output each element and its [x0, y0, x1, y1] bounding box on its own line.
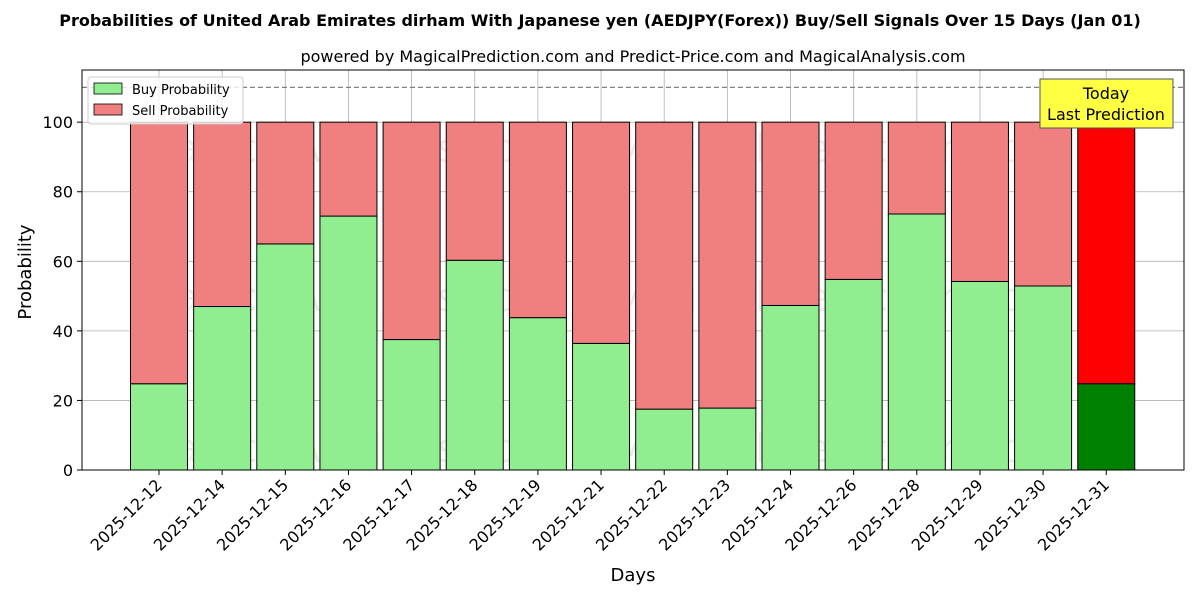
bar-sell-2025-12-12: [130, 121, 188, 385]
y-axis: 0 20 40 60 80 100: [42, 113, 82, 480]
y-tick-label: 100: [42, 113, 73, 132]
bar-buy-2025-12-19: [508, 317, 567, 471]
bar-sell-2025-12-22: [635, 121, 694, 410]
bar-buy-2025-12-18: [445, 259, 504, 471]
bars-layer: [130, 121, 1136, 471]
bar-buy-2025-12-14: [193, 306, 252, 471]
bar-buy-2025-12-21: [572, 342, 631, 471]
y-tick-label: 40: [53, 322, 73, 341]
legend-sell-label: Sell Probability: [132, 104, 229, 119]
bar-sell-2025-12-21: [572, 121, 631, 344]
chart-title: Probabilities of United Arab Emirates di…: [59, 11, 1141, 30]
bar-sell-2025-12-18: [445, 121, 504, 261]
bar-buy-2025-12-24: [761, 304, 820, 471]
bar-buy-2025-12-29: [950, 280, 1009, 471]
bar-sell-2025-12-30: [1014, 121, 1073, 287]
y-tick-label: 0: [63, 461, 73, 480]
y-tick-label: 80: [53, 183, 73, 202]
bar-sell-2025-12-19: [508, 121, 567, 319]
bar-sell-2025-12-14: [193, 121, 252, 308]
legend-box: [87, 76, 244, 125]
bar-buy-2025-12-26: [824, 278, 883, 471]
bar-sell-2025-12-29: [950, 121, 1009, 282]
x-axis: 2025-12-122025-12-142025-12-152025-12-16…: [87, 470, 1113, 555]
bar-buy-2025-12-23: [698, 407, 757, 471]
today-annotation-line1: Today: [1082, 84, 1129, 103]
today-annotation-line2: Last Prediction: [1047, 105, 1165, 124]
x-axis-label: Days: [611, 565, 656, 586]
chart-subtitle: powered by MagicalPrediction.com and Pre…: [300, 47, 965, 66]
bar-buy-2025-12-31: [1077, 383, 1136, 471]
bar-sell-2025-12-28: [887, 121, 946, 215]
bar-buy-2025-12-16: [319, 215, 378, 471]
legend-buy-swatch: [93, 82, 123, 95]
bar-sell-2025-12-23: [698, 121, 757, 409]
bar-buy-2025-12-17: [382, 339, 441, 471]
legend: Buy Probability Sell Probability: [87, 76, 244, 125]
bar-buy-2025-12-22: [635, 408, 694, 471]
legend-sell-swatch: [93, 103, 123, 116]
bar-sell-2025-12-17: [382, 121, 441, 341]
today-annotation-box: [1039, 78, 1174, 129]
y-axis-label: Probability: [15, 224, 36, 319]
bar-sell-2025-12-24: [761, 121, 820, 306]
bar-sell-2025-12-16: [319, 121, 378, 217]
legend-buy-label: Buy Probability: [132, 83, 230, 98]
bar-sell-2025-12-31: [1077, 121, 1136, 385]
plot-frame: [81, 69, 1185, 471]
bar-sell-2025-12-26: [824, 121, 883, 280]
today-annotation: Today Last Prediction: [1039, 78, 1174, 129]
bar-buy-2025-12-12: [130, 383, 188, 471]
bar-buy-2025-12-30: [1014, 285, 1073, 471]
bar-sell-2025-12-15: [256, 121, 315, 245]
y-tick-label: 60: [53, 252, 73, 271]
bar-buy-2025-12-15: [256, 243, 315, 471]
bar-buy-2025-12-28: [887, 213, 946, 471]
y-tick-label: 20: [53, 391, 73, 410]
